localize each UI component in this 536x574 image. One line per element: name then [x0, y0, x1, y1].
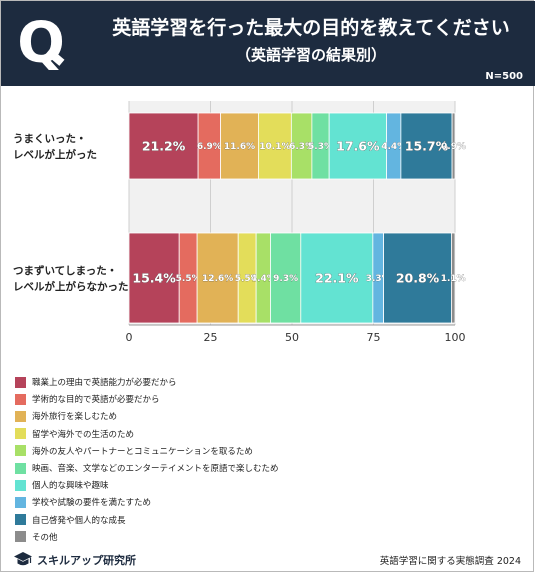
bar-label-1-0: 15.4% [132, 270, 176, 285]
bar-label-0-5: 5.3% [308, 142, 333, 152]
bar-1-8 [383, 232, 452, 324]
legend-label-9: その他 [32, 532, 58, 543]
bar-1-6 [300, 232, 374, 324]
legend-label-8: 自己啓発や個人的な成長 [32, 515, 126, 526]
legend-item-8: 自己啓発や個人的な成長 [15, 513, 126, 527]
bar-label-0-3: 10.1% [259, 142, 290, 152]
bar-1-5 [270, 232, 302, 324]
legend-label-2: 海外旅行を楽しむため [32, 412, 118, 423]
category-label-1-0: つまずいてしまった・ [13, 264, 117, 277]
category-label-1-1: レベルが上がらなかった [13, 280, 129, 293]
bar-label-1-1: 5.5% [176, 274, 201, 284]
bar-label-0-9: 0.9% [441, 142, 466, 152]
legend-item-5: 映画、音楽、文学などのエンターテイメントを原語で楽しむため [15, 461, 279, 475]
chart-subtitle: （英語学習の結果別） [235, 46, 386, 64]
bar-label-1-3: 5.5% [235, 274, 260, 284]
legend-label-0: 職業上の理由で英語能力が必要だから [32, 378, 177, 388]
legend-item-4: 海外の友人やパートナーとコミュニケーションを取るため [15, 444, 253, 458]
category-label-0-1: レベルが上がった [13, 148, 97, 161]
bar-label-1-5: 9.3% [273, 274, 298, 284]
x-tick-label-1: 25 [204, 331, 218, 344]
legend-label-6: 個人的な興味や趣味 [32, 481, 109, 492]
legend-label-4: 海外の友人やパートナーとコミュニケーションを取るため [32, 446, 253, 457]
bar-label-0-2: 11.6% [224, 142, 255, 152]
legend-label-7: 学校や試験の要件を満たすため [32, 498, 152, 509]
brand: スキルアップ研究所 [13, 551, 136, 569]
bar-label-1-6: 22.1% [315, 270, 359, 285]
bar-1-0 [128, 232, 180, 324]
bar-label-0-1: 6.9% [197, 142, 222, 152]
bar-label-1-4: 4.4% [251, 274, 276, 284]
legend-item-2: 海外旅行を楽しむため [15, 409, 117, 423]
bar-1-9 [451, 232, 456, 324]
sample-size-label: N=500 [485, 71, 523, 82]
legend-item-1: 学術的な目的で英語が必要だから [15, 392, 160, 406]
legend-label-1: 学術的な目的で英語が必要だから [32, 395, 160, 406]
legend-swatch-9 [15, 531, 26, 543]
legend-swatch-2 [15, 410, 26, 422]
legend-swatch-3 [15, 428, 26, 440]
legend-swatch-7 [15, 496, 26, 508]
legend-item-7: 学校や試験の要件を満たすため [15, 495, 151, 509]
bar-label-0-4: 6.3% [289, 142, 314, 152]
bar-label-0-0: 21.2% [142, 138, 186, 153]
bar-label-0-8: 15.7% [405, 138, 449, 153]
bar-0-2 [220, 112, 259, 180]
header-banner: Q 英語学習を行った最大の目的を教えてください （英語学習の結果別） N=500 [1, 1, 535, 86]
bar-label-1-9: 1.1% [441, 274, 466, 284]
brand-name: スキルアップ研究所 [37, 554, 136, 567]
q-mark-icon: Q [11, 15, 71, 73]
source-label: 英語学習に関する実態調査 2024 [379, 556, 521, 567]
x-tick-label-0: 0 [126, 331, 133, 344]
legend-swatch-5 [15, 462, 26, 474]
legend-label-3: 留学や海外での生活のため [32, 429, 135, 440]
category-label-0-0: うまくいった・ [13, 133, 87, 145]
legend-item-3: 留学や海外での生活のため [15, 427, 134, 441]
legend-swatch-0 [15, 376, 26, 388]
bar-0-6 [328, 112, 387, 180]
legend-label-5: 映画、音楽、文学などのエンターテイメントを原語で楽しむため [32, 464, 279, 474]
bar-label-1-2: 12.6% [202, 274, 233, 284]
legend-swatch-4 [15, 445, 26, 457]
x-tick-label-2: 50 [285, 331, 299, 344]
bar-label-0-6: 17.6% [336, 138, 380, 153]
legend-swatch-1 [15, 393, 26, 405]
x-tick-label-4: 100 [445, 331, 466, 344]
legend-item-0: 職業上の理由で英語能力が必要だから [15, 375, 177, 389]
chart-title: 英語学習を行った最大の目的を教えてください [112, 17, 510, 39]
bar-label-1-7: 3.3% [366, 274, 391, 284]
bar-label-0-7: 4.4% [381, 142, 406, 152]
graduation-cap-icon [14, 552, 32, 566]
bar-label-1-8: 20.8% [396, 270, 440, 285]
legend-swatch-8 [15, 514, 26, 526]
x-tick-label-3: 75 [367, 331, 381, 344]
bar-0-9 [451, 112, 456, 180]
legend-item-6: 個人的な興味や趣味 [15, 478, 109, 492]
bar-0-0 [128, 112, 199, 180]
legend-swatch-6 [15, 479, 26, 491]
bar-0-8 [400, 112, 453, 180]
legend-item-9: その他 [15, 530, 58, 544]
